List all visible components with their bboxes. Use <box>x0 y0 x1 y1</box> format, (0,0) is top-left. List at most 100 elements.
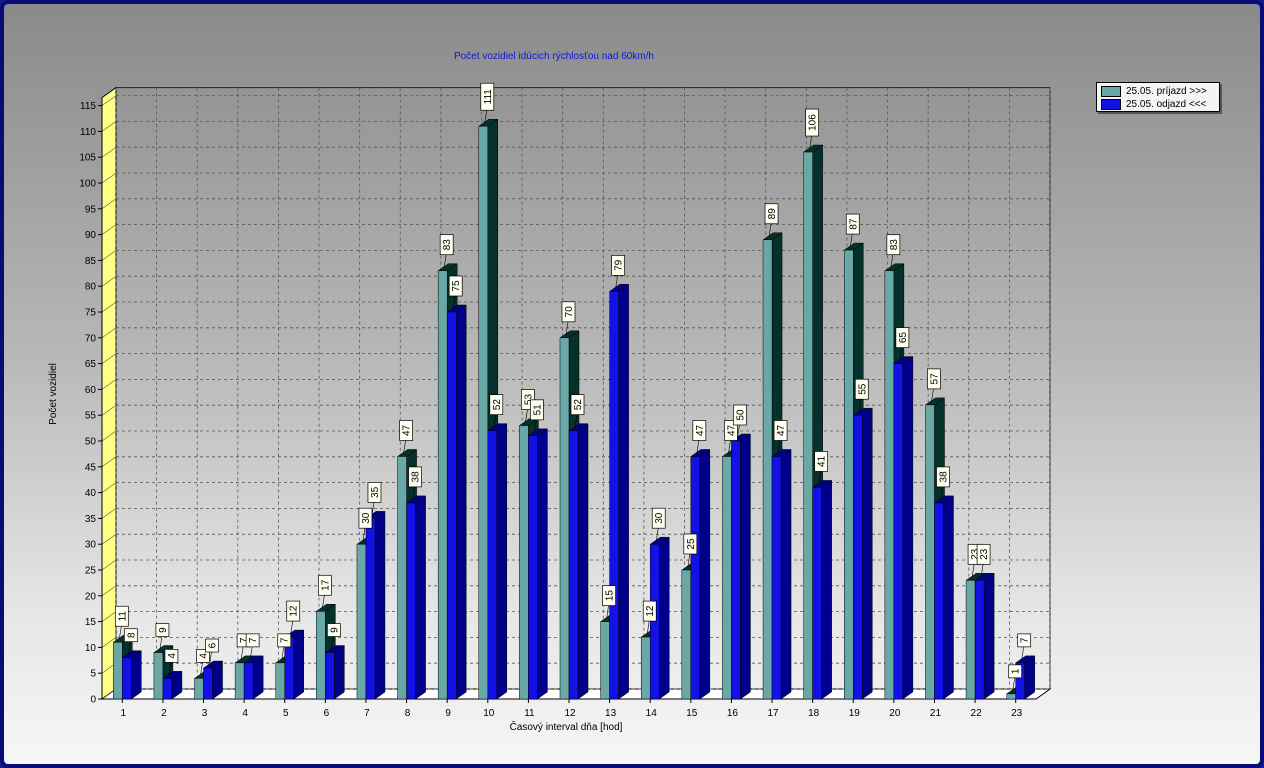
bar-odjazd <box>649 543 660 700</box>
bar-odjazd <box>690 456 701 700</box>
bar-side <box>821 479 832 700</box>
data-label-box <box>845 213 860 235</box>
data-label: 4 <box>167 653 178 659</box>
data-label-box <box>1008 664 1023 679</box>
bar-side <box>252 655 264 700</box>
data-label-box <box>205 638 219 653</box>
data-label-leader <box>290 621 294 635</box>
data-label-leader <box>615 275 618 289</box>
x-tick-label: 6 <box>324 708 330 719</box>
data-label-box <box>895 327 910 348</box>
data-label: 7 <box>1020 637 1031 643</box>
data-label-leader <box>980 564 984 578</box>
x-tick-label: 1 <box>121 708 127 719</box>
data-label: 75 <box>451 280 462 292</box>
x-tick-label: 22 <box>971 708 983 719</box>
y-tick-label: 30 <box>85 540 97 551</box>
data-label-leader <box>200 662 203 676</box>
bar-prijazd <box>316 611 326 700</box>
y-tick-label: 75 <box>85 308 97 319</box>
bar-prijazd <box>640 636 651 700</box>
grid-line-wall <box>101 275 117 287</box>
data-label-leader <box>534 419 537 433</box>
data-label-box <box>277 633 292 648</box>
bar-odjazd <box>812 487 822 700</box>
data-label: 79 <box>614 259 625 271</box>
data-label-leader <box>971 564 975 578</box>
data-label-leader <box>1021 646 1024 660</box>
grid-line-wall <box>101 637 117 648</box>
data-label: 51 <box>532 404 543 416</box>
data-label: 12 <box>289 605 300 617</box>
bar-odjazd <box>487 430 498 700</box>
data-label-leader <box>768 223 772 237</box>
bar-side <box>1024 655 1035 700</box>
data-label-box <box>724 420 738 441</box>
data-label: 111 <box>483 89 494 105</box>
y-tick-label: 100 <box>79 179 96 190</box>
bar-odjazd <box>325 652 335 700</box>
bar-prijazd <box>234 662 245 700</box>
data-label: 47 <box>695 424 706 436</box>
data-label: 25 <box>686 538 697 550</box>
grid-line-wall <box>101 224 117 235</box>
data-label-box <box>155 623 170 637</box>
data-label-box <box>611 255 625 276</box>
bar-prijazd <box>397 456 407 700</box>
grid-line-wall <box>101 533 117 545</box>
data-label-leader <box>403 440 406 454</box>
x-tick-label: 17 <box>767 708 779 719</box>
data-label-leader <box>646 621 650 635</box>
y-tick-label: 40 <box>85 488 97 499</box>
bar-prijazd <box>519 425 529 700</box>
bar-side <box>293 629 304 700</box>
data-label: 8 <box>126 632 137 638</box>
bar-prijazd <box>275 662 285 700</box>
grid-line-wall <box>101 456 117 468</box>
data-label: 83 <box>889 239 900 251</box>
y-tick-label: 45 <box>85 462 97 473</box>
bar-odjazd <box>771 456 782 700</box>
bar-prijazd <box>1006 693 1016 700</box>
data-label: 15 <box>605 590 616 602</box>
legend-swatch-prijazd <box>1101 85 1121 97</box>
data-label: 6 <box>208 642 219 648</box>
chart-title: Počet vozidiel idúcich rýchlosťou nad 60… <box>454 51 654 62</box>
y-tick-label: 5 <box>90 669 96 680</box>
data-label-box <box>561 301 576 323</box>
bar-odjazd <box>1015 662 1025 700</box>
data-label-leader <box>159 636 163 650</box>
x-tick-label: 4 <box>242 708 248 719</box>
data-label-box <box>683 533 698 555</box>
grid-line-wall <box>101 250 117 261</box>
x-tick-label: 21 <box>930 708 942 719</box>
data-label: 38 <box>411 471 422 483</box>
y-tick-label: 80 <box>85 282 97 293</box>
data-label: 57 <box>929 373 940 385</box>
bar-side <box>943 495 954 700</box>
grid-line-wall <box>101 301 117 313</box>
bar-odjazd <box>853 414 863 700</box>
legend-item-odjazd: 25.05. odjazd <<< <box>1101 98 1206 110</box>
data-label-leader <box>331 636 334 650</box>
y-tick-label: 10 <box>85 643 97 654</box>
data-label: 106 <box>808 114 819 131</box>
data-label-leader <box>899 347 903 361</box>
data-label-box <box>642 600 657 622</box>
bar-odjazd <box>974 580 985 700</box>
grid-line-wall <box>101 146 117 158</box>
grid-line-wall <box>101 430 117 442</box>
y-tick-label: 105 <box>79 153 96 164</box>
data-label: 23 <box>979 548 990 560</box>
data-label-box <box>480 82 495 111</box>
x-tick-label: 7 <box>364 708 370 719</box>
data-label-box <box>317 574 332 596</box>
data-label: 47 <box>726 424 737 436</box>
x-tick-label: 16 <box>727 708 739 719</box>
data-label-leader <box>362 528 366 542</box>
bar-side <box>374 510 386 700</box>
bar-side <box>902 356 914 700</box>
data-label-box <box>399 420 413 441</box>
data-label: 83 <box>442 239 453 251</box>
bar-odjazd <box>365 518 376 700</box>
